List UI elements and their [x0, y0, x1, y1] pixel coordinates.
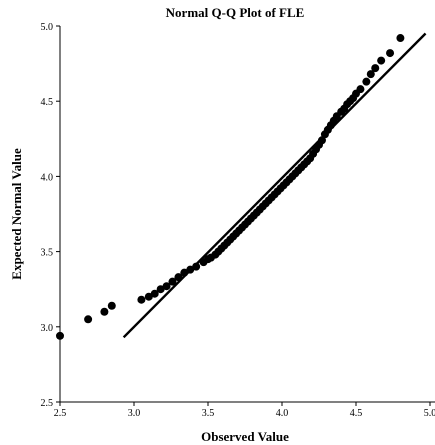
y-tick-label: 2.5 — [41, 398, 54, 409]
data-point — [362, 77, 371, 86]
data-point — [100, 307, 109, 316]
plot-area: 2.5 3.0 3.5 4.0 4.5 5.0 2.5 3.0 3.5 4.0 4.5 5.0 — [41, 22, 435, 419]
data-point — [396, 34, 405, 43]
data-point — [168, 277, 177, 286]
x-tick-label: 3.5 — [202, 408, 215, 419]
data-point — [377, 56, 386, 65]
y-tick-label: 4.0 — [41, 172, 54, 183]
data-point — [156, 285, 165, 294]
x-tick-label: 3.0 — [128, 408, 141, 419]
data-point — [386, 49, 395, 58]
y-tick-label: 4.5 — [41, 97, 54, 108]
x-tick-label: 4.5 — [350, 408, 363, 419]
data-point — [317, 136, 326, 145]
data-point — [144, 292, 153, 301]
data-point — [84, 315, 93, 324]
y-tick-label: 5.0 — [41, 22, 54, 33]
data-point — [107, 301, 116, 310]
y-axis-ticks: 2.5 3.0 3.5 4.0 4.5 5.0 — [41, 22, 60, 409]
y-axis-title: Expected Normal Value — [9, 148, 24, 280]
data-point — [180, 268, 189, 277]
data-point — [174, 273, 183, 282]
data-point — [371, 64, 380, 73]
x-axis-ticks: 2.5 3.0 3.5 4.0 4.5 5.0 — [54, 402, 435, 419]
data-point — [137, 295, 146, 304]
x-axis-title: Observed Value — [201, 429, 289, 444]
data-point — [162, 282, 171, 291]
x-tick-label: 5.0 — [424, 408, 435, 419]
data-points — [56, 34, 405, 340]
data-point — [56, 331, 64, 340]
data-point — [192, 262, 201, 271]
data-point — [150, 289, 159, 298]
data-point — [186, 265, 195, 274]
data-point — [356, 85, 365, 94]
y-tick-label: 3.5 — [41, 248, 54, 259]
data-point — [366, 70, 375, 79]
chart-title: Normal Q-Q Plot of FLE — [166, 5, 305, 20]
x-tick-label: 2.5 — [54, 408, 67, 419]
x-tick-label: 4.0 — [276, 408, 289, 419]
reference-line — [122, 32, 427, 339]
y-tick-label: 3.0 — [41, 323, 54, 334]
